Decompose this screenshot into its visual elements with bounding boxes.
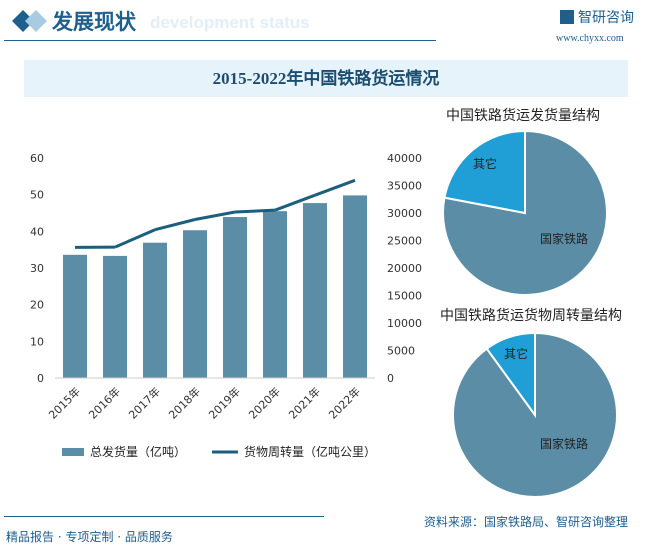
y-right-tick: 0 (387, 372, 394, 385)
y-right-tick: 35000 (387, 180, 422, 193)
y-left-tick: 30 (30, 262, 44, 275)
line-segment (194, 210, 236, 221)
line-segment (234, 208, 276, 214)
bar (63, 254, 87, 378)
bar (303, 203, 327, 378)
y-right-tick: 30000 (387, 207, 422, 220)
pie1-title: 中国铁路货运发货量结构 (446, 108, 600, 124)
pie-slice (485, 331, 536, 419)
x-tick: 2018年 (166, 384, 203, 421)
y-right-tick: 5000 (387, 345, 415, 358)
legend-bar-label: 总发货量（亿吨） (90, 444, 186, 459)
combo-chart: 0 10 20 30 40 50 60 0 5000 10000 15000 20000 25000 30… (30, 152, 422, 459)
pie-label: 其它 (504, 346, 528, 361)
line-segment (314, 178, 356, 197)
pie-label: 国家铁路 (540, 436, 588, 451)
y-left-tick: 40 (30, 225, 44, 238)
chart-title: 2015-2022年中国铁路货运情况 (24, 60, 628, 97)
bar (343, 195, 367, 378)
y-right-tick: 20000 (387, 262, 422, 275)
y-right-tick: 15000 (387, 290, 422, 303)
y-left-tick: 10 (30, 335, 44, 348)
source-note: 资料来源：国家铁路局、智研咨询整理 (424, 515, 629, 529)
line-segment (274, 193, 316, 212)
y-right-tick: 25000 (387, 235, 422, 248)
bar (103, 255, 127, 378)
y-left-tick: 60 (30, 152, 44, 165)
footer-slogan: 精品报告 · 专项定制 · 品质服务 (6, 530, 173, 544)
bar (263, 211, 287, 378)
pie-slice (443, 129, 526, 215)
pie2-title: 中国铁路货运货物周转量结构 (440, 308, 622, 324)
x-tick: 2020年 (246, 384, 283, 421)
pie-label: 国家铁路 (540, 231, 588, 246)
header-subtitle: development status (150, 13, 310, 32)
x-tick: 2021年 (286, 384, 323, 421)
y-left-tick: 50 (30, 189, 44, 202)
logo: 智研咨询 (560, 7, 634, 27)
legend-line-label: 货物周转量（亿吨公里） (244, 444, 376, 459)
footer-divider (4, 516, 324, 517)
website-url: www.chyxx.com (556, 33, 624, 44)
x-tick: 2015年 (46, 384, 83, 421)
header-title: 发展现状 (52, 10, 136, 34)
pie-chart-1: 国家铁路 其它 (442, 129, 608, 296)
divider (4, 40, 436, 41)
bar (143, 242, 167, 378)
diamond-icon (12, 10, 47, 32)
y-left-tick: 0 (37, 372, 44, 385)
logo-text: 智研咨询 (578, 10, 634, 26)
pie-slice (442, 129, 608, 296)
bar (183, 230, 207, 378)
y-right-tick: 10000 (387, 317, 422, 330)
line-segment (154, 218, 196, 232)
x-tick: 2022年 (326, 384, 363, 421)
logo-icon (560, 10, 574, 24)
pie-chart-2: 国家铁路 其它 (452, 331, 618, 498)
x-tick: 2019年 (206, 384, 243, 421)
y-right-tick: 40000 (387, 152, 422, 165)
bar (223, 217, 247, 378)
pie-label: 其它 (473, 156, 497, 171)
x-tick: 2017年 (126, 384, 163, 421)
line-segment (114, 228, 156, 249)
y-left-tick: 20 (30, 299, 44, 312)
x-tick: 2016年 (86, 384, 123, 421)
legend-bar-swatch (62, 448, 84, 456)
